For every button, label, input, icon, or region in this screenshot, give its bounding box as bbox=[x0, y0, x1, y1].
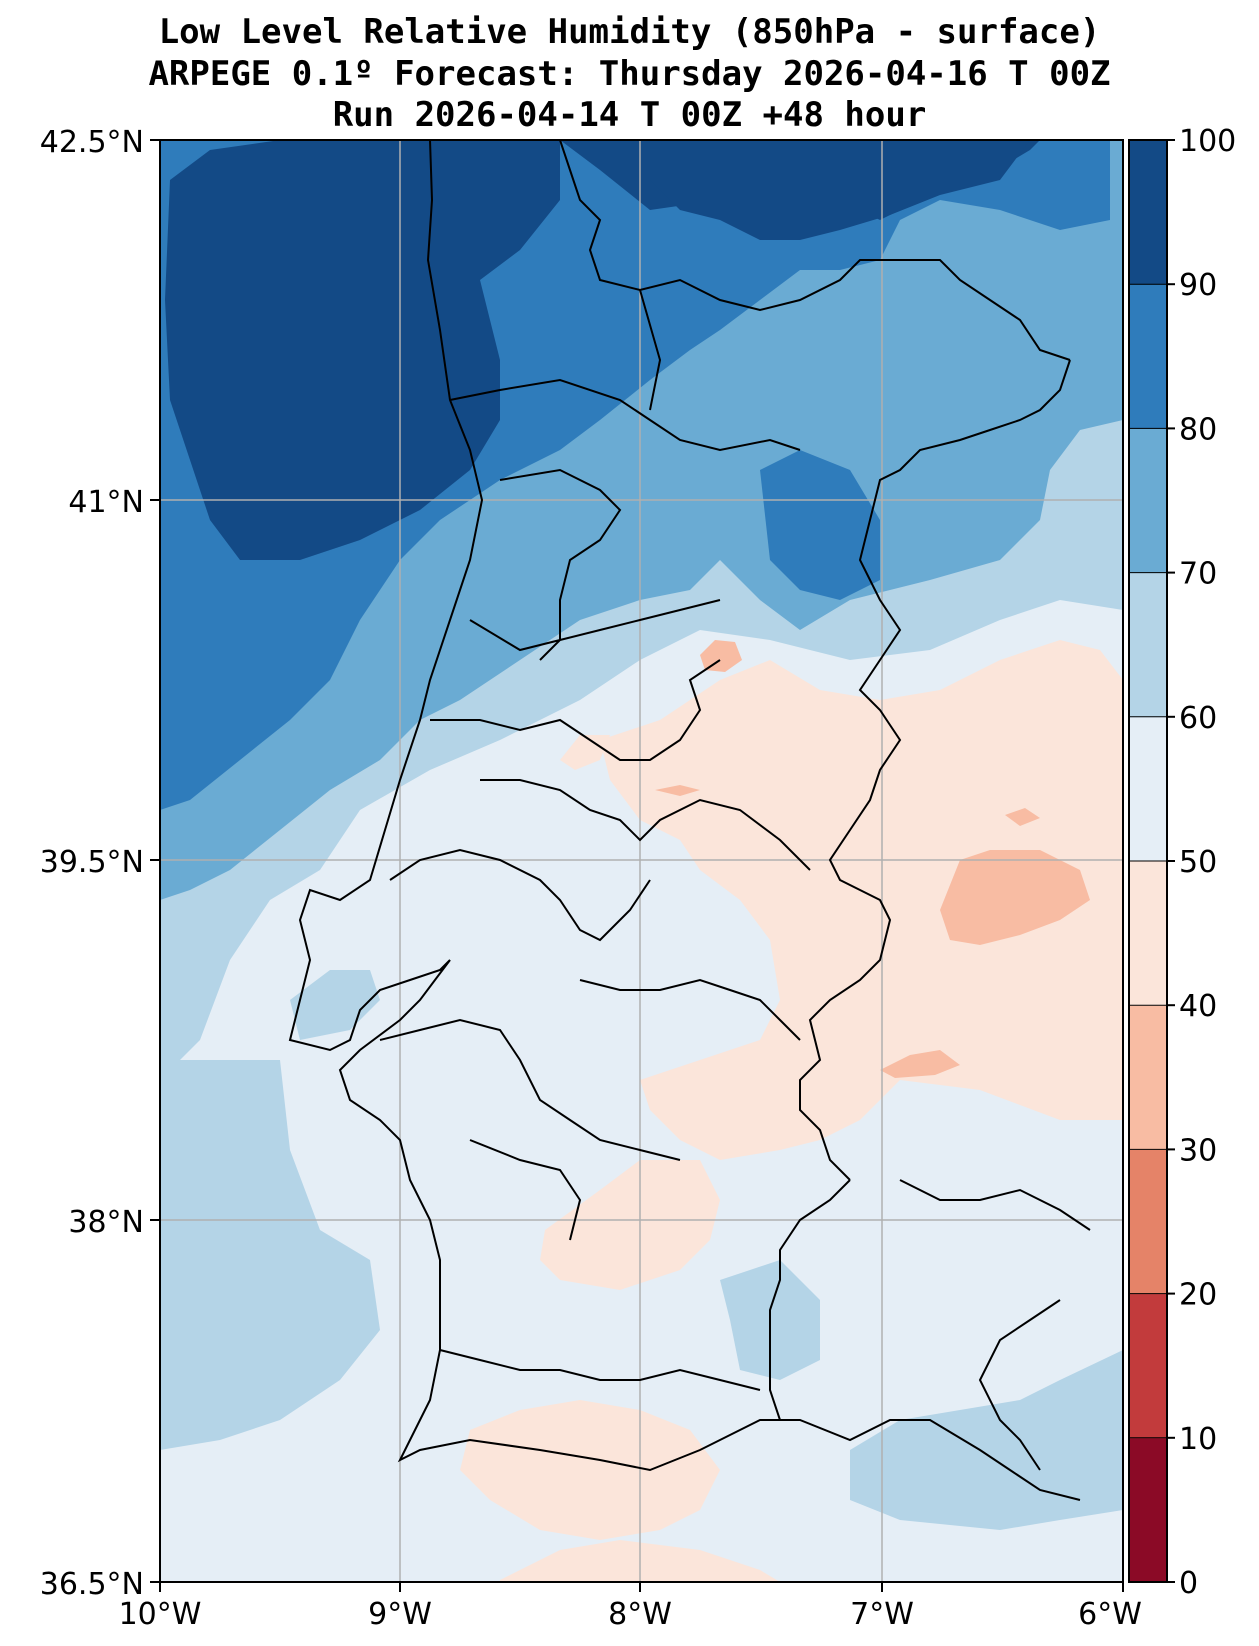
band-40-50-east bbox=[600, 640, 1123, 1160]
band-40-50-northbeira bbox=[560, 735, 610, 770]
colorbar-segment bbox=[1129, 1149, 1167, 1295]
band-40-50-alentejo bbox=[540, 1160, 720, 1290]
colorbar-segment bbox=[1129, 140, 1167, 285]
portugal-coastline bbox=[288, 140, 1081, 1501]
band-30-40-east bbox=[940, 850, 1090, 945]
colorbar-label: 10 bbox=[1179, 1422, 1217, 1457]
gridlines bbox=[160, 140, 1123, 1582]
colorbar-segment bbox=[1129, 572, 1167, 718]
lon-label: 10°W bbox=[119, 1597, 202, 1632]
coastlines-and-borders bbox=[288, 140, 1091, 1501]
map-title-line-2: ARPEGE 0.1º Forecast: Thursday 2026-04-1… bbox=[148, 54, 1111, 94]
lat-label: 41°N bbox=[68, 485, 144, 520]
band-80-90-interior bbox=[760, 450, 880, 600]
band-30-40-guarda bbox=[700, 640, 742, 672]
band-30-40-beira bbox=[655, 785, 700, 796]
lon-label: 6°W bbox=[1078, 1597, 1142, 1632]
colorbar-label: 60 bbox=[1179, 701, 1217, 736]
latitude-labels: 42.5°N 41°N 39.5°N 38°N 36.5°N bbox=[40, 125, 144, 1602]
colorbar-label: 70 bbox=[1179, 557, 1217, 592]
band-30-40-small bbox=[1005, 808, 1040, 826]
colorbar-segment bbox=[1129, 284, 1167, 429]
band-90-100 bbox=[165, 140, 1040, 560]
lat-label: 36.5°N bbox=[40, 1567, 144, 1602]
colorbar-label: 80 bbox=[1179, 412, 1217, 447]
district-lines bbox=[379, 289, 1091, 1471]
colorbar: 0 10 20 30 40 50 60 70 80 90 100 bbox=[1128, 124, 1236, 1601]
colorbar-segment bbox=[1129, 1005, 1167, 1150]
band-60-70-tagus bbox=[290, 970, 380, 1040]
colorbar-label: 30 bbox=[1179, 1133, 1217, 1168]
colorbar-label: 50 bbox=[1179, 845, 1217, 880]
colorbar-segment bbox=[1129, 1293, 1167, 1439]
spain-portugal-border-east bbox=[799, 359, 1071, 1181]
colorbar-segment bbox=[1129, 1437, 1167, 1583]
map-title-line-3: Run 2026-04-14 T 00Z +48 hour bbox=[332, 95, 927, 135]
band-40-50-algarve bbox=[460, 1400, 720, 1540]
colorbar-segment bbox=[1129, 716, 1167, 862]
band-60-70-southeast bbox=[850, 1350, 1123, 1530]
guadiana-border bbox=[769, 1179, 851, 1421]
colorbar-segment bbox=[1129, 861, 1167, 1006]
band-30-40-elvas bbox=[880, 1050, 960, 1078]
longitude-labels: 10°W 9°W 8°W 7°W 6°W bbox=[119, 1597, 1142, 1632]
spain-portugal-border-north bbox=[559, 140, 1071, 361]
band-60-70-west-sea bbox=[160, 1060, 380, 1450]
colorbar-label: 20 bbox=[1179, 1278, 1217, 1313]
lat-label: 42.5°N bbox=[40, 125, 144, 160]
colorbar-label: 100 bbox=[1179, 124, 1236, 159]
lat-label: 38°N bbox=[68, 1205, 144, 1240]
lat-label: 39.5°N bbox=[40, 845, 144, 880]
lon-label: 9°W bbox=[368, 1597, 432, 1632]
colorbar-label: 40 bbox=[1179, 989, 1217, 1024]
lon-label: 8°W bbox=[608, 1597, 672, 1632]
map-title-line-1: Low Level Relative Humidity (850hPa - su… bbox=[158, 12, 1101, 52]
colorbar-segment bbox=[1129, 428, 1167, 574]
lon-label: 7°W bbox=[850, 1597, 914, 1632]
humidity-field bbox=[160, 140, 1123, 1582]
axis-ticks bbox=[150, 139, 1124, 1592]
colorbar-label: 0 bbox=[1179, 1566, 1198, 1601]
colorbar-label: 90 bbox=[1179, 268, 1217, 303]
band-90-100-northeast bbox=[650, 140, 1030, 240]
